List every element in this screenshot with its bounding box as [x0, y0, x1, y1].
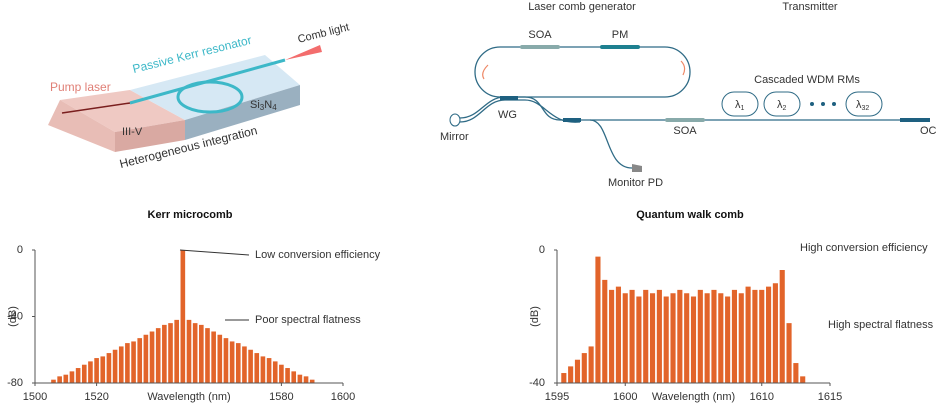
y-tick-label: -40 — [7, 310, 23, 322]
soa — [520, 45, 560, 49]
x-tick-label: 1580 — [269, 391, 293, 403]
x-tick-label: 1500 — [23, 391, 47, 403]
label: Si3N4 — [250, 99, 277, 112]
y-tick-label: 0 — [539, 244, 545, 256]
label: Transmitter — [782, 1, 838, 13]
label: 3 — [260, 103, 265, 112]
bus — [459, 96, 930, 121]
x-label: Wavelength (nm) — [147, 391, 230, 403]
pd — [632, 164, 642, 172]
label: Mirror — [440, 131, 469, 143]
label: λ — [735, 99, 741, 111]
label: 32 — [862, 105, 870, 112]
x-tick-label: 1600 — [613, 391, 637, 403]
x-tick-label: 1595 — [545, 391, 569, 403]
label: SOA — [528, 29, 552, 41]
link-diagram: Laser comb generator Transmitter SOA PM … — [440, 1, 937, 189]
label: SOA — [673, 125, 697, 137]
annotation: High conversion efficiency — [800, 242, 928, 254]
label: OC — [920, 125, 937, 137]
x-tick-label: 1610 — [750, 391, 774, 403]
label: Pump laser — [50, 80, 111, 94]
pump-side — [115, 120, 185, 152]
comb-beam — [285, 45, 322, 60]
annotation: High spectral flatness — [828, 319, 934, 331]
ring — [721, 91, 759, 117]
coupler — [563, 118, 581, 122]
label: WG — [498, 109, 517, 121]
x-tick-label: 1600 — [331, 391, 355, 403]
x-tick-label: 1520 — [84, 391, 108, 403]
label: Monitor PD — [608, 177, 663, 189]
pd-branch — [589, 119, 633, 169]
label: λ2 — [777, 99, 787, 112]
y-tick-label: -40 — [529, 377, 545, 389]
label: III-V — [122, 126, 143, 138]
label: 2 — [783, 105, 787, 112]
chip-diagram: Pump laser Passive Kerr resonator Comb l… — [48, 21, 350, 171]
pump-block — [60, 90, 185, 132]
oc — [900, 118, 930, 122]
label: PM — [612, 29, 629, 41]
leader — [179, 249, 250, 256]
bus2 — [459, 99, 581, 123]
pm — [600, 45, 640, 49]
label: λ — [856, 99, 862, 111]
label: Laser comb generator — [528, 1, 636, 13]
label: 4 — [272, 103, 277, 112]
label: λ32 — [856, 99, 869, 112]
y-tick-label: 0 — [17, 244, 23, 256]
ring — [845, 91, 883, 117]
label: λ1 — [735, 99, 745, 112]
dots — [810, 102, 836, 106]
x-label: Wavelength (nm) — [652, 391, 735, 403]
x-tick-label: 1615 — [818, 391, 842, 403]
label: 1 — [741, 105, 745, 112]
ring — [763, 91, 801, 117]
label: Comb light — [297, 21, 351, 45]
sin-block — [130, 55, 300, 120]
y-label: (dB) — [7, 306, 19, 327]
arrows — [482, 60, 686, 80]
laser-stripe — [61, 102, 131, 114]
label: λ — [777, 99, 783, 111]
y-label: (dB) — [529, 306, 541, 327]
mirror — [449, 113, 461, 127]
chart-title: Kerr microcomb — [148, 209, 233, 221]
loop — [474, 46, 691, 98]
ring — [176, 80, 244, 114]
annotation: Poor spectral flatness — [255, 314, 361, 326]
annotation: Low conversion efficiency — [255, 249, 381, 261]
chart-title: Quantum walk comb — [636, 209, 744, 221]
label: Si — [250, 99, 260, 111]
y-tick-label: -80 — [7, 377, 23, 389]
wg-mark — [500, 96, 518, 100]
label: N — [264, 99, 272, 111]
label: Cascaded WDM RMs — [754, 74, 860, 86]
soa — [665, 118, 705, 122]
sin-side — [185, 85, 300, 140]
